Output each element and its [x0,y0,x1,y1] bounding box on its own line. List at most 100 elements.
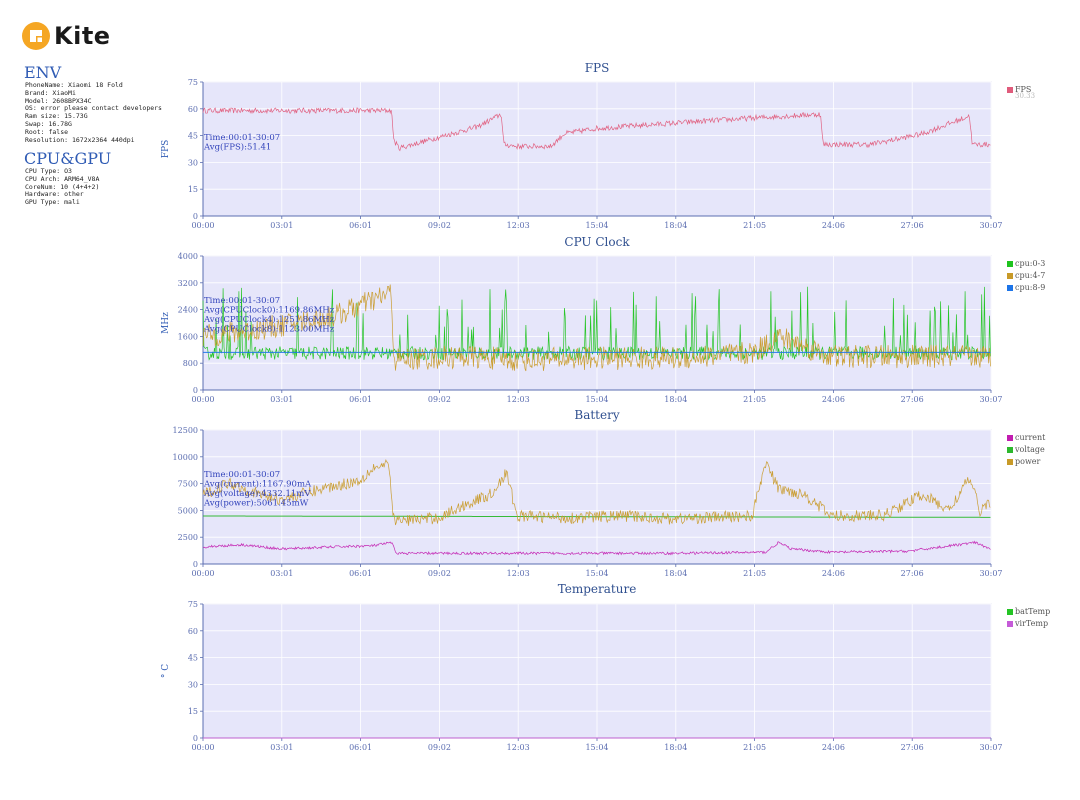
y-tick-label: 75 [188,78,198,87]
annotation-line: Time:00:01-30:07 [204,296,280,306]
env-info-line: PhoneName: Xiaomi 18 Fold [25,81,123,89]
y-tick-label: 30 [188,158,198,167]
y-axis-label: FPS [161,140,171,158]
y-tick-label: 7500 [178,480,198,489]
legend-item[interactable]: voltage [1007,445,1045,454]
annotation-line: Avg(power):5061.45mW [203,498,309,509]
y-tick-label: 4000 [178,252,198,261]
y-tick-label: 0 [193,734,198,743]
cpu-gpu-info-line: Hardware: other [25,190,84,199]
legend-label: voltage [1015,445,1045,454]
chart-1: CPU Clock 0 800 1600 2400 3200 4000 00:00 03:01 0… [161,235,1003,404]
y-axis-label: MHz [161,312,171,334]
x-tick-label: 12:03 [507,395,530,404]
y-tick-label: 10000 [173,453,198,462]
x-tick-label: 27:06 [901,221,924,230]
x-tick-label: 12:03 [507,743,530,752]
legend-label: virTemp [1015,619,1049,628]
env-info-line: Swap: 16.78G [25,119,72,128]
x-tick-label: 27:06 [901,743,924,752]
cpu-gpu-info-line: CPU Arch: ARM64_V8A [25,174,100,183]
x-tick-label: 00:00 [191,569,214,578]
x-tick-label: 27:06 [901,569,924,578]
y-tick-label: 60 [188,105,198,114]
y-tick-label: 60 [188,627,198,636]
env-title: ENV [24,63,62,82]
y-tick-label: 15 [188,707,198,716]
x-tick-label: 06:01 [349,743,372,752]
x-tick-label: 06:01 [349,569,372,578]
legend-item[interactable]: power [1007,457,1040,466]
y-tick-label: 12500 [173,426,198,435]
x-tick-label: 15:04 [585,743,608,752]
annotation-line: Avg(CPUClock4):1251.86MHz [203,314,335,325]
x-tick-label: 00:00 [191,221,214,230]
annotation-line: Avg(current):1167.90mA [203,479,312,490]
y-tick-label: 30 [188,680,198,689]
x-tick-label: 21:05 [743,569,766,578]
chart-title: Temperature [558,582,637,596]
x-tick-label: 09:02 [428,743,451,752]
chart-3: Temperature 0 15 30 45 60 75 00:00 03:01 06:01 09:… [161,582,1003,752]
chart-title: CPU Clock [564,235,630,249]
x-tick-label: 06:01 [349,395,372,404]
annotation-line: Avg(CPUClock0):1169.86MHz [203,305,335,316]
annotation-line: Time:00:01-30:07 [204,470,280,480]
x-tick-label: 18:04 [664,395,687,404]
legend-label: FPS [1015,85,1032,94]
legend-label: current [1015,433,1046,442]
chart-title: Battery [574,408,619,422]
x-tick-label: 24:06 [822,569,845,578]
legend-label: cpu:4-7 [1015,271,1046,280]
chart-title: FPS [585,61,610,75]
x-tick-label: 30:07 [979,743,1002,752]
y-tick-label: 45 [188,654,198,663]
legend-item[interactable]: virTemp [1007,619,1048,628]
cpu-gpu-info-line: CoreNum: 10 (4+4+2) [25,182,100,191]
x-tick-label: 00:00 [191,743,214,752]
x-tick-label: 18:04 [664,569,687,578]
series-line-power [202,458,991,526]
legend-label: batTemp [1015,607,1051,616]
env-info-line: Resolution: 1672x2364 440dpi [25,135,135,144]
x-tick-label: 21:05 [743,743,766,752]
legend-item[interactable]: batTemp [1007,607,1050,616]
cpu-gpu-info: CPU Type: O3 CPU Arch: ARM64_V8A CoreNum: … [25,167,100,207]
x-tick-label: 03:01 [270,743,293,752]
x-tick-label: 15:04 [585,395,608,404]
legend-item[interactable]: cpu:0-3 [1007,259,1045,268]
y-tick-label: 0 [193,386,198,395]
legend-item[interactable]: cpu:4-7 [1007,271,1045,280]
x-tick-label: 21:05 [743,395,766,404]
env-info-line: Model: 2608BPX34C [25,96,92,105]
chart-2: Battery 0 2500 5000 7500 10000 12500 00:00 03:01… [173,408,1003,578]
cpu-gpu-title: CPU&GPU [24,149,112,168]
legend-swatch [1007,284,1013,291]
x-tick-label: 03:01 [270,395,293,404]
env-info-line: OS: error please contact developers [25,104,162,113]
y-axis-label: ° C [161,664,171,678]
x-tick-label: 24:06 [822,395,845,404]
x-tick-label: 12:03 [507,569,530,578]
annotation-line: Time:00:01-30:07 [204,133,280,143]
x-tick-label: 03:01 [270,569,293,578]
x-tick-label: 24:06 [822,221,845,230]
x-tick-label: 30:07 [979,395,1002,404]
series-line-cpu-4-7 [202,284,991,372]
kite-logo: Kite [22,22,111,50]
legend-swatch [1007,260,1013,267]
x-tick-label: 03:01 [270,221,293,230]
y-tick-label: 2500 [178,533,198,542]
x-tick-label: 24:06 [822,743,845,752]
series-line-current [202,540,991,556]
legend-item[interactable]: FPS [1007,85,1031,94]
legend-label: cpu:0-3 [1015,259,1046,268]
y-tick-label: 0 [193,560,198,569]
legend-item[interactable]: current [1007,433,1045,442]
legend-item[interactable]: cpu:8-9 [1007,283,1045,292]
annotation-line: Avg(voltage):4332.11mV [203,488,311,499]
y-tick-label: 75 [188,600,198,609]
y-tick-label: 15 [188,185,198,194]
legend-label: power [1015,457,1041,466]
